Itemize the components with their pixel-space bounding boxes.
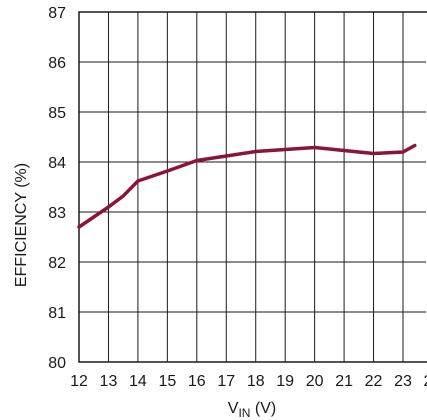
y-tick-label: 84 (48, 155, 66, 172)
y-tick-label: 87 (48, 5, 66, 22)
x-tick-label: 13 (100, 373, 118, 390)
x-tick-label: 17 (217, 373, 235, 390)
x-tick-labels: 12 13 14 15 16 17 18 19 20 21 22 23 24 (70, 373, 427, 390)
x-tick-label: 20 (306, 373, 324, 390)
x-tick-label: 14 (129, 373, 147, 390)
x-tick-label: 19 (276, 373, 294, 390)
y-tick-labels: 80 81 82 83 84 85 86 87 (48, 5, 66, 372)
y-tick-label: 81 (48, 305, 66, 322)
x-tick-label: 21 (335, 373, 353, 390)
y-axis-title: EFFICIENCY (%) (13, 163, 30, 287)
x-axis-title-unit: (V) (250, 400, 276, 417)
x-tick-label: 22 (365, 373, 383, 390)
x-tick-label: 12 (70, 373, 88, 390)
y-tick-label: 80 (48, 355, 66, 372)
x-axis-title-subscript: IN (238, 406, 250, 420)
x-axis-title: VIN (V) (228, 400, 276, 420)
x-tick-label: 23 (394, 373, 412, 390)
plot-frame (78, 11, 427, 363)
y-tick-label: 82 (48, 255, 66, 272)
x-axis-title-main: V (228, 400, 239, 417)
x-tick-label: 24 (424, 373, 427, 390)
efficiency-line (77, 143, 417, 229)
y-tick-label: 86 (48, 55, 66, 72)
data-series (77, 143, 417, 229)
x-tick-label: 15 (158, 373, 176, 390)
y-tick-label: 85 (48, 105, 66, 122)
x-tick-label: 18 (247, 373, 265, 390)
x-tick-label: 16 (188, 373, 206, 390)
y-tick-label: 83 (48, 205, 66, 222)
